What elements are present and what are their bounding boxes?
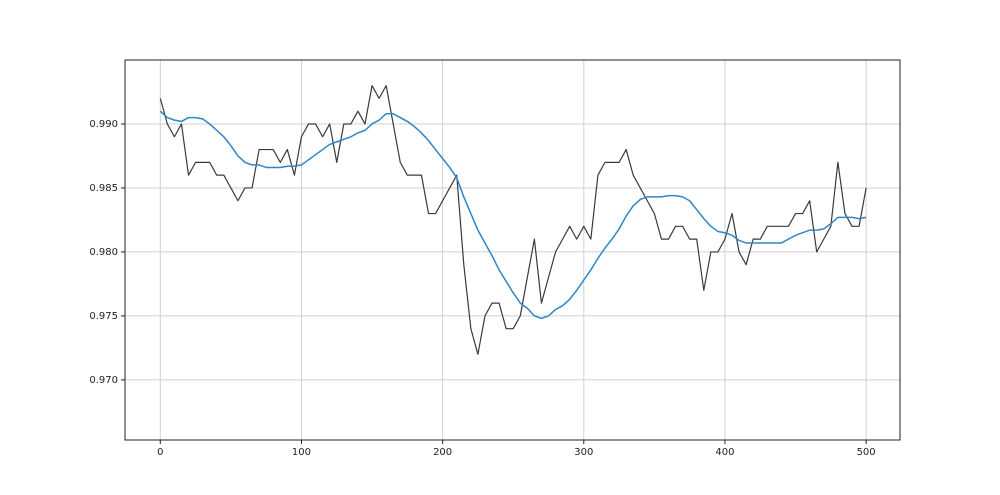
y-tick-label: 0.985 bbox=[89, 183, 118, 194]
x-tick-label: 300 bbox=[574, 447, 593, 458]
y-tick-label: 0.990 bbox=[89, 119, 118, 130]
x-tick-label: 200 bbox=[433, 447, 452, 458]
series-line bbox=[159, 110, 867, 320]
plot-frame bbox=[124, 59, 901, 441]
x-tick-label: 100 bbox=[292, 447, 311, 458]
y-tick-label: 0.970 bbox=[89, 375, 118, 386]
x-tick-label: 500 bbox=[857, 447, 876, 458]
y-tick-label: 0.975 bbox=[89, 311, 118, 322]
x-tick-label: 0 bbox=[157, 447, 163, 458]
y-tick-label: 0.980 bbox=[89, 247, 118, 258]
x-tick-label: 400 bbox=[715, 447, 734, 458]
series-line bbox=[159, 84, 867, 355]
